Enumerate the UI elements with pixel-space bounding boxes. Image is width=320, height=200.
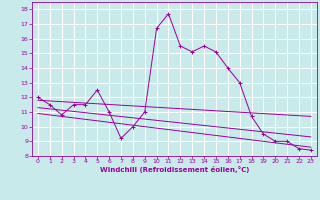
X-axis label: Windchill (Refroidissement éolien,°C): Windchill (Refroidissement éolien,°C) (100, 166, 249, 173)
